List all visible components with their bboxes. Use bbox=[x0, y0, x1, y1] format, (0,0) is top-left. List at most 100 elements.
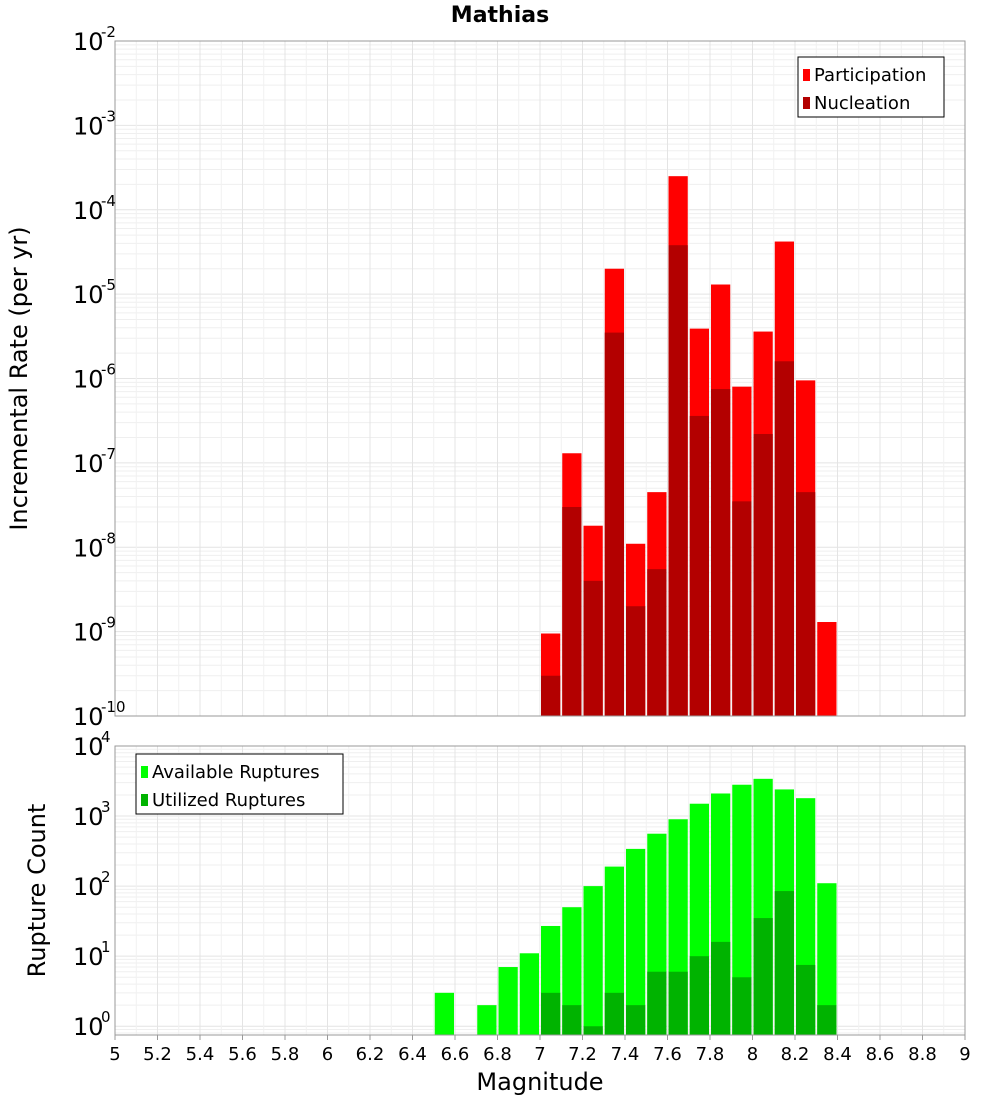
legend-label: Nucleation bbox=[814, 93, 910, 114]
y-tick-label: 10 bbox=[73, 366, 104, 394]
x-tick-label: 7 bbox=[534, 1044, 545, 1065]
bar-nucleation bbox=[689, 415, 709, 716]
bar-nucleation bbox=[541, 675, 561, 716]
x-tick-label: 5.2 bbox=[143, 1044, 172, 1065]
bar-participation bbox=[817, 622, 837, 716]
x-tick-label: 6 bbox=[322, 1044, 333, 1065]
y-tick-label: 10 bbox=[73, 281, 104, 309]
bar-utilized-ruptures bbox=[796, 964, 816, 1035]
x-tick-label: 8.8 bbox=[908, 1044, 937, 1065]
rate-plot-frame bbox=[114, 40, 966, 717]
bar-nucleation bbox=[583, 580, 603, 716]
bar-nucleation bbox=[711, 389, 731, 716]
y-tick-label: 10 bbox=[73, 197, 104, 225]
y-tick-exponent: -8 bbox=[101, 529, 116, 547]
bar-nucleation bbox=[647, 569, 667, 716]
bar-utilized-ruptures bbox=[817, 1005, 837, 1035]
y-tick-exponent: -2 bbox=[101, 23, 116, 41]
bar-nucleation bbox=[668, 245, 688, 717]
x-tick-label: 8 bbox=[747, 1044, 758, 1065]
bar-nucleation bbox=[562, 506, 582, 716]
y-tick-label: 10 bbox=[73, 1013, 104, 1041]
x-tick-label: 6.2 bbox=[356, 1044, 385, 1065]
y-tick-label: 10 bbox=[73, 28, 104, 56]
y-tick-label: 10 bbox=[73, 803, 104, 831]
y-tick-label: 10 bbox=[73, 873, 104, 901]
x-tick-label: 6.4 bbox=[398, 1044, 427, 1065]
bar-nucleation bbox=[732, 501, 752, 716]
y-tick-exponent: -6 bbox=[101, 361, 116, 379]
x-tick-label: 7.6 bbox=[653, 1044, 682, 1065]
magnitude-x-axis-label: Magnitude bbox=[476, 1068, 603, 1096]
bar-utilized-ruptures bbox=[541, 992, 561, 1035]
magnitude-x-ticks: 5 5.2 5.4 5.6 5.8 6 6.2 6.4 6.6 6.8 7 7.2 7.4 7.6 7.8 8… bbox=[109, 1035, 971, 1065]
x-tick-label: 8.4 bbox=[823, 1044, 852, 1065]
x-tick-label: 7.4 bbox=[611, 1044, 640, 1065]
x-tick-label: 6.8 bbox=[483, 1044, 512, 1065]
rate-grid bbox=[114, 40, 966, 717]
legend-box bbox=[797, 56, 945, 118]
x-tick-label: 7.2 bbox=[568, 1044, 597, 1065]
bar-available-ruptures bbox=[477, 1005, 497, 1035]
bar-available-ruptures bbox=[626, 848, 646, 1035]
bar-utilized-ruptures bbox=[711, 941, 731, 1035]
legend-box bbox=[135, 753, 344, 815]
y-tick-label: 10 bbox=[73, 733, 104, 761]
x-tick-label: 5.4 bbox=[186, 1044, 215, 1065]
legend-label: Available Ruptures bbox=[152, 762, 320, 783]
bar-utilized-ruptures bbox=[689, 956, 709, 1035]
y-tick-exponent: 3 bbox=[101, 798, 111, 816]
bar-available-ruptures bbox=[583, 886, 603, 1035]
y-tick-exponent: -3 bbox=[101, 107, 116, 125]
bar-available-ruptures bbox=[434, 992, 454, 1035]
count-y-axis-label: Rupture Count bbox=[23, 804, 51, 978]
legend-swatch bbox=[803, 97, 810, 109]
y-tick-label: 10 bbox=[73, 943, 104, 971]
bar-nucleation bbox=[604, 332, 624, 716]
bar-utilized-ruptures bbox=[753, 918, 773, 1035]
bar-available-ruptures bbox=[498, 967, 518, 1035]
bar-utilized-ruptures bbox=[668, 971, 688, 1035]
count-bars bbox=[434, 778, 837, 1035]
y-tick-exponent: 4 bbox=[101, 728, 111, 746]
y-tick-exponent: -9 bbox=[101, 614, 116, 632]
rate-bars bbox=[541, 176, 837, 717]
bar-nucleation bbox=[774, 361, 794, 716]
bar-available-ruptures bbox=[817, 883, 837, 1035]
x-tick-label: 8.6 bbox=[866, 1044, 895, 1065]
y-tick-label: 10 bbox=[73, 703, 104, 731]
legend-swatch bbox=[803, 69, 810, 81]
y-tick-exponent: 2 bbox=[101, 868, 111, 886]
bar-utilized-ruptures bbox=[562, 1005, 582, 1035]
y-tick-exponent: -10 bbox=[101, 698, 126, 716]
bar-nucleation bbox=[626, 606, 646, 716]
chart-title: Mathias bbox=[451, 3, 549, 28]
bar-utilized-ruptures bbox=[774, 891, 794, 1035]
bar-available-ruptures bbox=[562, 907, 582, 1035]
x-tick-label: 5.6 bbox=[228, 1044, 257, 1065]
bar-utilized-ruptures bbox=[647, 971, 667, 1035]
bar-utilized-ruptures bbox=[732, 977, 752, 1035]
count-legend: Available Ruptures Utilized Ruptures bbox=[135, 753, 344, 815]
legend-label: Utilized Ruptures bbox=[152, 790, 305, 811]
x-tick-label: 5 bbox=[109, 1044, 120, 1065]
x-tick-label: 8.2 bbox=[781, 1044, 810, 1065]
y-tick-exponent: -5 bbox=[101, 276, 116, 294]
legend-label: Participation bbox=[814, 65, 926, 86]
rate-y-axis-label: Incremental Rate (per yr) bbox=[5, 226, 33, 530]
x-tick-label: 9 bbox=[959, 1044, 970, 1065]
bar-available-ruptures bbox=[732, 784, 752, 1035]
bar-utilized-ruptures bbox=[604, 992, 624, 1035]
bar-utilized-ruptures bbox=[626, 1005, 646, 1035]
x-tick-label: 6.6 bbox=[441, 1044, 470, 1065]
y-tick-label: 10 bbox=[73, 619, 104, 647]
x-tick-label: 7.8 bbox=[696, 1044, 725, 1065]
y-tick-exponent: -7 bbox=[101, 445, 116, 463]
legend-swatch bbox=[141, 794, 148, 806]
bar-available-ruptures bbox=[519, 953, 539, 1035]
